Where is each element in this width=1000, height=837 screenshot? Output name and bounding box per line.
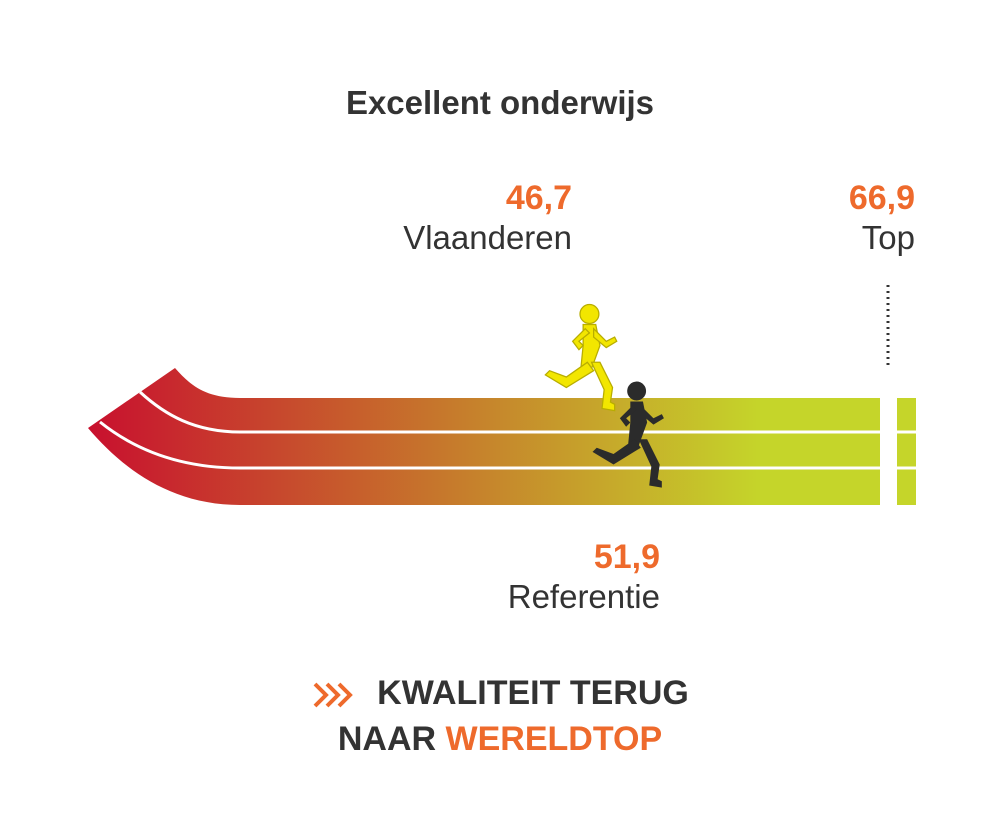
category-label-referentie: Referentie	[507, 578, 660, 615]
value-label-top: 66,9	[848, 179, 915, 217]
slogan-line2-prefix: NAAR	[337, 720, 446, 758]
category-label-vlaanderen: Vlaanderen	[403, 219, 572, 256]
lane-line-upper	[138, 390, 916, 434]
category-label-top: Top	[861, 219, 915, 256]
lane-line-lower	[99, 420, 916, 470]
marker-top: 66,9 Top	[849, 178, 915, 258]
slogan-line1: KWALITEIT TERUG	[377, 674, 689, 712]
runner-icon-vlaanderen	[544, 303, 618, 412]
marker-referentie: 51,9 Referentie	[508, 537, 660, 617]
slogan: KWALITEIT TERUG NAAR WERELDTOP	[0, 670, 1000, 762]
value-label-vlaanderen: 46,7	[505, 179, 572, 217]
track-surface	[88, 368, 880, 505]
track-finish-segment	[897, 398, 916, 505]
slogan-line2-accent: WERELDTOP	[445, 720, 663, 758]
chevrons-icon	[313, 682, 354, 708]
value-label-referentie: 51,9	[593, 538, 660, 576]
marker-vlaanderen: 46,7 Vlaanderen	[403, 178, 572, 258]
chart-title: Excellent onderwijs	[345, 84, 655, 121]
